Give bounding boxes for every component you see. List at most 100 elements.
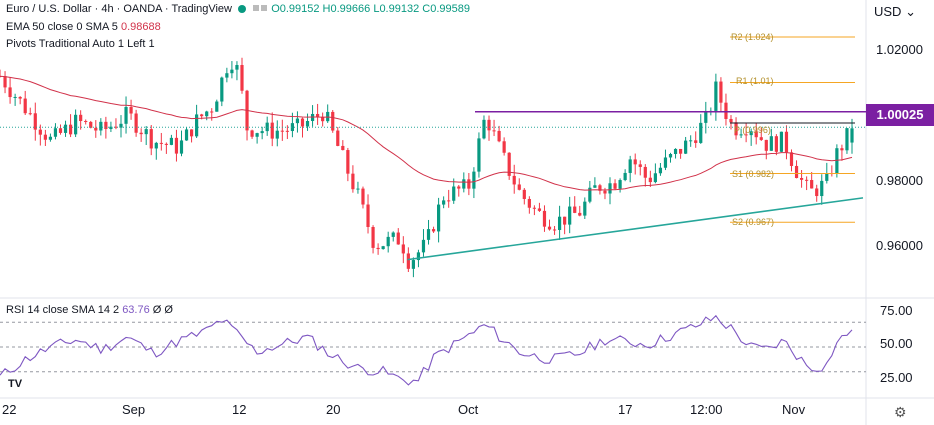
rsi-legend[interactable]: RSI 14 close SMA 14 2 63.76 Ø Ø <box>6 304 173 316</box>
time-tick: Sep <box>122 402 146 417</box>
rsi-label: RSI 14 close SMA 14 2 <box>6 304 120 316</box>
candle-body <box>270 122 274 139</box>
ema-value: 0.98688 <box>120 21 161 33</box>
candle-body <box>285 130 289 132</box>
candle-body <box>295 118 300 124</box>
swatch-icon <box>253 5 260 11</box>
candle-body <box>195 114 199 137</box>
candle-body <box>527 198 531 208</box>
candle-body <box>174 137 179 154</box>
candle-body <box>74 114 78 135</box>
candle-body <box>497 130 501 142</box>
candle-body <box>89 121 93 128</box>
candle-body <box>442 200 446 205</box>
candle-body <box>608 183 612 194</box>
candle-body <box>719 81 723 103</box>
price-tick: 1.02000 <box>876 42 923 57</box>
candle-body <box>482 119 486 139</box>
currency-selector[interactable]: USD ⌄ <box>874 4 916 20</box>
time-tick: Nov <box>782 402 806 417</box>
candle-body <box>63 124 68 133</box>
candle-body <box>517 184 521 190</box>
candle-body <box>184 129 189 141</box>
candle-body <box>8 87 12 98</box>
ohlc-values: O0.99152 H0.99666 L0.99132 C0.99589 <box>271 3 470 15</box>
rsi-empty-1: Ø Ø <box>152 304 173 316</box>
market-open-icon <box>238 5 247 13</box>
candle-body <box>694 140 698 143</box>
rsi-value: 63.76 <box>122 304 150 316</box>
candle-body <box>114 126 118 128</box>
candle-body <box>144 129 148 135</box>
symbol-legend[interactable]: Euro / U.S. Dollar · 4h · OANDA · Tradin… <box>6 3 470 15</box>
candle-body <box>799 178 804 180</box>
candle-body <box>689 140 693 142</box>
candle-body <box>603 190 607 194</box>
last-price-badge: 1.00025 <box>866 104 934 126</box>
candle-body <box>774 136 778 152</box>
candle-body <box>492 130 496 132</box>
candle-body <box>255 133 259 137</box>
candle-body <box>789 152 794 166</box>
pivot-s2-label: S2 (0.967) <box>732 217 775 227</box>
candle-body <box>598 185 602 191</box>
candle-body <box>462 179 466 189</box>
candle-body <box>457 186 461 189</box>
candle-body <box>164 143 168 145</box>
candle-body <box>341 145 345 151</box>
candle-body <box>416 252 421 261</box>
candle-body <box>618 180 622 189</box>
candle-body <box>336 130 340 146</box>
candle-body <box>522 189 526 199</box>
candle-body <box>673 148 678 155</box>
pivots-legend[interactable]: Pivots Traditional Auto 1 Left 1 <box>6 38 155 50</box>
candle-body <box>421 239 426 253</box>
candle-body <box>215 101 219 112</box>
ema-legend[interactable]: EMA 50 close 0 SMA 5 0.98688 <box>6 21 161 33</box>
time-tick: 20 <box>326 402 341 417</box>
candle-body <box>84 121 88 123</box>
candle-body <box>658 167 663 174</box>
candle-body <box>290 123 295 132</box>
candle-body <box>376 247 380 250</box>
candle-body <box>396 232 400 245</box>
candle-body <box>205 111 209 117</box>
candle-body <box>573 206 577 213</box>
candle-body <box>663 157 668 168</box>
candle-body <box>502 141 506 153</box>
candle-body <box>467 179 471 189</box>
candle-body <box>154 142 158 149</box>
candle-body <box>260 131 264 134</box>
candle-body <box>613 183 617 189</box>
candle-body <box>820 180 824 197</box>
time-tick: 12 <box>232 402 247 417</box>
ema-label: EMA 50 close 0 SMA 5 <box>6 21 118 33</box>
candle-body <box>23 98 27 114</box>
currency-label: USD <box>874 4 902 19</box>
candle-body <box>542 210 547 227</box>
candle-body <box>351 173 355 190</box>
candle-body <box>38 129 42 135</box>
candle-body <box>250 130 254 137</box>
chevron-down-icon: ⌄ <box>905 4 916 19</box>
candle-body <box>431 229 436 232</box>
candle-body <box>3 76 7 88</box>
candle-body <box>532 207 536 209</box>
candle-body <box>447 200 451 202</box>
candle-body <box>53 128 58 137</box>
gear-icon[interactable]: ⚙ <box>894 404 907 420</box>
candle-body <box>28 113 32 115</box>
candle-body <box>714 81 718 111</box>
candle-body <box>537 208 542 211</box>
candle-body <box>623 172 627 181</box>
candle-body <box>43 134 47 140</box>
candle-body <box>68 124 73 135</box>
candle-body <box>230 69 234 74</box>
candle-body <box>784 131 789 153</box>
candle-body <box>33 113 37 130</box>
candle-body <box>552 229 557 231</box>
tradingview-logo-icon[interactable]: TV <box>8 378 23 390</box>
candle-body <box>316 113 320 117</box>
candle-body <box>668 154 673 158</box>
